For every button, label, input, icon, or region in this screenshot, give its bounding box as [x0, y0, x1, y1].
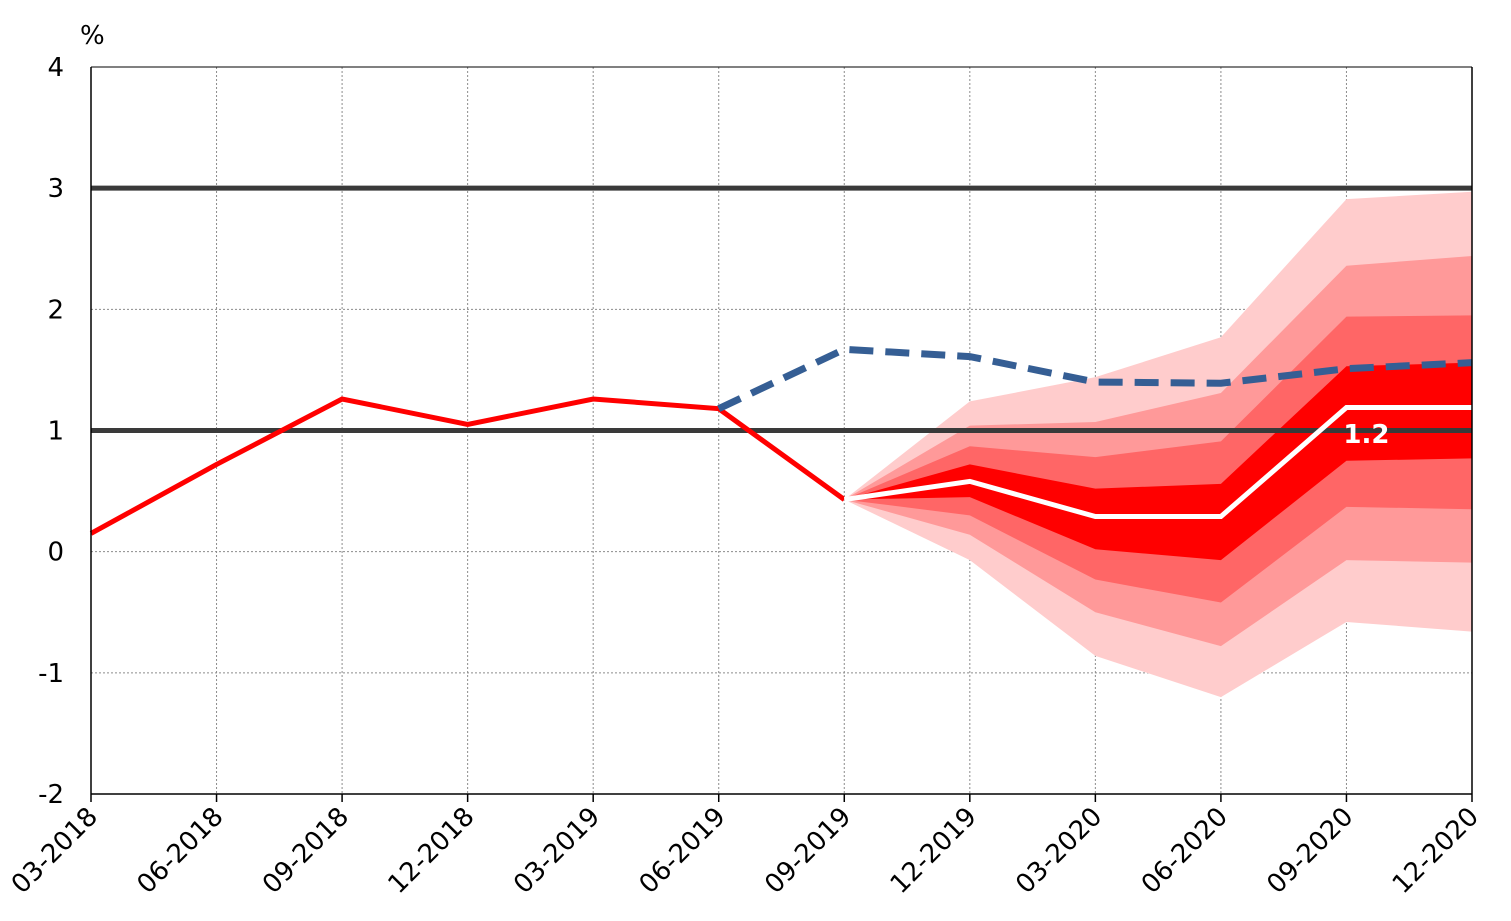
- x-tick-label: 06-2018: [131, 802, 229, 900]
- y-tick-label: 0: [47, 538, 64, 568]
- x-tick-label: 09-2018: [257, 802, 355, 900]
- fan-band-3: [844, 315, 1472, 603]
- y-tick-label: 4: [47, 53, 64, 83]
- annotations: 1.2: [1343, 420, 1389, 450]
- x-tick-label: 06-2019: [634, 802, 732, 900]
- fan-bands: [844, 191, 1472, 698]
- y-tick-label: 2: [47, 295, 64, 325]
- y-tick-label: 3: [47, 174, 64, 204]
- y-tick-label: 1: [47, 417, 64, 447]
- y-unit-label: %: [80, 21, 105, 51]
- x-tick-label: 12-2019: [885, 802, 983, 900]
- axes: [90, 66, 1473, 802]
- x-tick-label: 12-2018: [383, 802, 481, 900]
- x-tick-label: 09-2019: [759, 802, 857, 900]
- x-tick-label: 03-2018: [6, 802, 104, 900]
- reference-lines: [91, 185, 1472, 433]
- central-projection-label: 1.2: [1343, 420, 1389, 450]
- central-projection-line: [843, 404, 1472, 520]
- x-tick-label: 03-2019: [508, 802, 606, 900]
- x-tick-label: 03-2020: [1010, 802, 1108, 900]
- series-lines: [89, 345, 1473, 536]
- fan-band-4: [844, 362, 1472, 561]
- y-tick-label: -1: [38, 659, 64, 689]
- x-tick-label: 09-2020: [1261, 802, 1359, 900]
- x-tick-label: 06-2020: [1136, 802, 1234, 900]
- x-tick-label: 12-2020: [1387, 802, 1485, 900]
- y-tick-label: -2: [38, 780, 64, 810]
